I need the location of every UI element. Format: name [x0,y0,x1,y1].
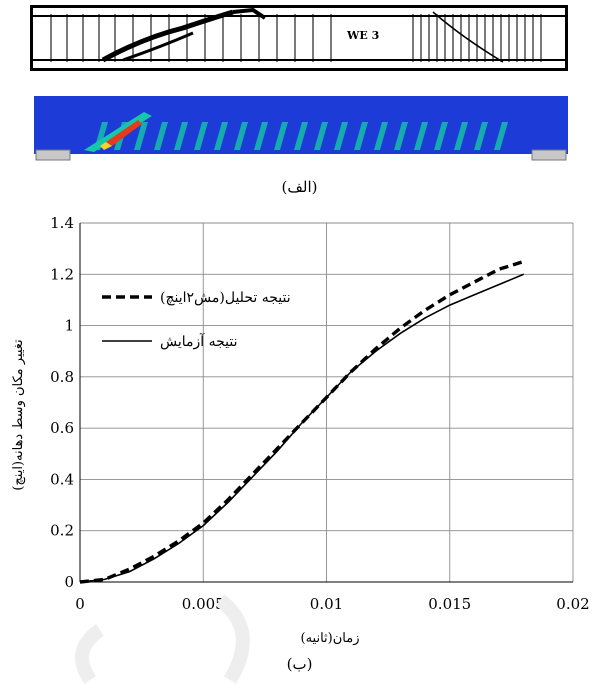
x-tick-label: 0 [75,595,85,613]
legend-label: نتیجه آزمایش [160,332,238,350]
x-tick-label: 0.01 [310,595,343,613]
fem-warm-spot [100,142,112,150]
y-axis-label: تغییر مکان وسط دهانه(اینچ) [11,339,26,491]
fem-crack-band [494,122,508,150]
fem-crack-band [274,122,288,150]
fem-diagonal-crack [84,112,152,152]
displacement-chart: 00.20.40.60.811.21.40 0.005 0.01 0.015 0.02 … [11,214,590,646]
fem-crack-band [174,122,188,150]
fem-crack-band [254,122,268,150]
left-support [35,149,71,161]
fem-crack-band [194,122,208,150]
fem-crack-band [354,122,368,150]
analysis-series-line [79,259,525,584]
y-tick-label: 0.6 [50,419,74,437]
fem-crack-band [234,122,248,150]
beam-label: WE 3 [346,29,379,42]
fem-crack-band [154,122,168,150]
watermark-logo [75,594,250,684]
y-tick-label: 0 [64,573,74,591]
x-tick-label: 0.02 [556,595,589,613]
chart-axes [79,223,573,583]
chart-grid [80,222,574,582]
beam-test-photo: WE 3 [30,5,568,71]
chart-series [79,259,525,584]
fem-crack-band [394,122,408,150]
fem-crack-band [314,122,328,150]
fem-crack-band [134,122,148,150]
fem-crack-bands [84,112,508,152]
shear-crack [101,9,234,63]
fem-hotspot [106,120,142,146]
right-support [531,149,567,161]
caption-b: (ب) [286,655,313,673]
y-tick-label: 0.8 [50,368,74,386]
y-tick-label: 0.2 [50,522,74,540]
fem-crack-band [414,122,428,150]
y-tick-label: 0.4 [50,470,74,488]
fem-crack-band [454,122,468,150]
fem-crack-band [374,122,388,150]
chart-tick-labels: 0 0.2 0.4 0.6 0.8 1 1.2 1.4 0 0.005 0.01 0.015 0.02 [50,214,590,613]
fem-crack-band [294,122,308,150]
experiment-series-line [79,273,525,583]
caption-a: (الف) [281,178,318,196]
y-tick-label: 1 [64,317,74,335]
fem-crack-band [434,122,448,150]
fem-contour-image [34,92,568,162]
stirrup-lines [50,14,542,62]
x-axis-label: زمان(ثانیه) [301,631,360,646]
beam-photo-drawing: WE 3 [33,7,565,68]
fem-crack-band [474,122,488,150]
chart-legend: نتیجه تحلیل(مش۲اینچ) نتیجه آزمایش [102,290,291,350]
y-tick-label: 1.4 [50,214,74,232]
legend-label: نتیجه تحلیل(مش۲اینچ) [160,290,291,306]
y-tick-label: 1.2 [50,265,74,283]
fem-drawing [34,96,568,161]
x-tick-label: 0.015 [428,595,471,613]
x-tick-label: 0.005 [182,595,225,613]
fem-crack-band [214,122,228,150]
fem-crack-band [334,122,348,150]
